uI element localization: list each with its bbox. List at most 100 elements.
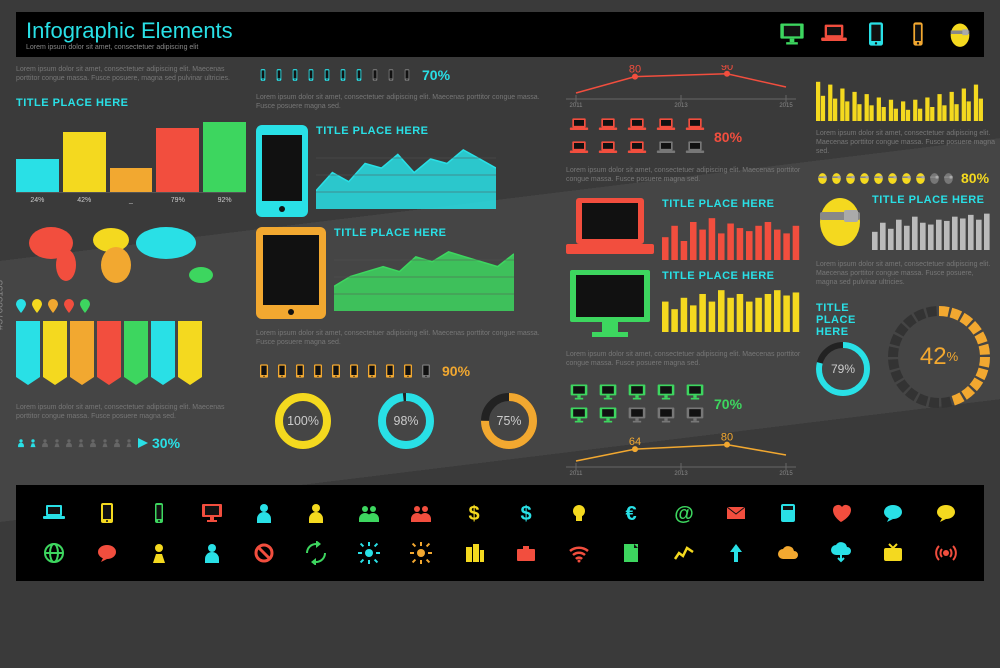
head-icon xyxy=(872,170,885,186)
note-icon xyxy=(607,535,655,571)
tablet-icon xyxy=(346,361,362,381)
device-phone-block: TITLE PLACE HERE xyxy=(256,125,556,219)
globe-icon xyxy=(30,535,78,571)
tablet-icon xyxy=(82,495,130,531)
people-pct: 30% xyxy=(152,435,180,451)
briefcase-icon xyxy=(502,535,550,571)
lorem-text: Lorem ipsum dolor sit amet, consectetuer… xyxy=(256,329,556,347)
svg-text:€: € xyxy=(626,503,637,525)
heart-icon xyxy=(817,495,865,531)
lorem-text: Lorem ipsum dolor sit amet, consectetuer… xyxy=(16,403,246,421)
head-icon xyxy=(900,170,913,186)
donut-chart: 100% xyxy=(275,393,331,451)
dollar-icon: $ xyxy=(450,495,498,531)
tablet-pct-row: 90% xyxy=(256,361,556,381)
column-2: 70% Lorem ipsum dolor sit amet, consecte… xyxy=(256,65,556,475)
head-icon xyxy=(844,170,857,186)
male-icon xyxy=(187,535,235,571)
ribbon xyxy=(70,321,94,377)
people-icon xyxy=(397,495,445,531)
monitor-icon xyxy=(653,382,679,402)
timeline-chart: 2011201320156480 xyxy=(566,433,796,475)
laptop-grid-row: 80% xyxy=(566,115,806,158)
head-icon xyxy=(886,170,899,186)
phone-icon xyxy=(400,65,414,85)
column-3: 2011 2013 2015 80 90 80% Lorem ipsum dolor s… xyxy=(566,65,806,475)
person-icon xyxy=(64,435,74,451)
svg-text:2013: 2013 xyxy=(674,471,688,475)
head-icon xyxy=(928,170,941,186)
clouddown-icon xyxy=(817,535,865,571)
monitor-icon xyxy=(682,405,708,425)
bar-chart: 24%42%_79%92% xyxy=(16,113,246,193)
svg-text:$: $ xyxy=(468,503,479,525)
phone-icon xyxy=(256,125,308,219)
header-bar: Infographic Elements Lorem ipsum dolor s… xyxy=(16,12,984,57)
svg-text:2011: 2011 xyxy=(570,103,584,107)
tablet-icon xyxy=(364,361,380,381)
person-icon xyxy=(28,435,38,451)
ribbon xyxy=(178,321,202,377)
section-title: TITLE PLACE HERE xyxy=(316,125,556,137)
laptop-icon xyxy=(820,20,848,50)
monitor-grid-row: 70% xyxy=(566,382,806,425)
female-icon xyxy=(135,535,183,571)
svg-text:90: 90 xyxy=(721,65,733,73)
ribbon-row xyxy=(16,321,246,377)
smartglass-icon xyxy=(816,194,864,252)
tablet-icon xyxy=(400,361,416,381)
ribbon xyxy=(151,321,175,377)
laptop-icon xyxy=(624,138,650,158)
phone-icon xyxy=(352,65,366,85)
svg-text:@: @ xyxy=(674,503,694,525)
lorem-text: Lorem ipsum dolor sit amet, consectetuer… xyxy=(256,93,556,111)
tablet-icon xyxy=(256,361,272,381)
section-title: TITLE PLACE HERE xyxy=(662,270,806,282)
lorem-text: Lorem ipsum dolor sit amet, consectetuer… xyxy=(816,260,996,287)
person-icon xyxy=(76,435,86,451)
eq-bar-chart xyxy=(816,65,986,121)
svg-text:80: 80 xyxy=(721,433,733,444)
laptop-icon xyxy=(595,115,621,135)
bar: 24% xyxy=(16,159,59,193)
header-icons xyxy=(778,20,974,50)
section-title: TITLE PLACE HERE xyxy=(872,194,996,206)
laptop-icon xyxy=(595,138,621,158)
chat-icon xyxy=(922,495,970,531)
laptop-icon xyxy=(624,115,650,135)
bar: 79% xyxy=(156,128,199,192)
phone-icon xyxy=(336,65,350,85)
lorem-text: Lorem ipsum dolor sit amet, consectetuer… xyxy=(566,350,806,368)
donut-chart: 75% xyxy=(481,393,537,451)
bar-chart xyxy=(872,210,992,250)
tablet-icon xyxy=(328,361,344,381)
monitor-icon xyxy=(566,382,592,402)
tv-icon xyxy=(869,535,917,571)
svg-text:2013: 2013 xyxy=(674,103,688,107)
monitor-icon xyxy=(682,382,708,402)
people-row: 30% xyxy=(16,435,246,451)
broadcast-icon xyxy=(922,535,970,571)
svg-text:2015: 2015 xyxy=(779,471,793,475)
area-chart xyxy=(316,141,496,209)
tablet-pct: 90% xyxy=(442,363,470,379)
person-icon xyxy=(292,495,340,531)
person-icon xyxy=(240,495,288,531)
phone-icon xyxy=(304,65,318,85)
area-chart xyxy=(334,243,514,311)
device-tablet-block: TITLE PLACE HERE xyxy=(256,227,556,321)
column-4: Lorem ipsum dolor sit amet, consectetuer… xyxy=(816,65,996,475)
phone-icon xyxy=(272,65,286,85)
lorem-text: Lorem ipsum dolor sit amet, consectetuer… xyxy=(816,129,996,156)
building-icon xyxy=(450,535,498,571)
lorem-text: Lorem ipsum dolor sit amet, consectetuer… xyxy=(566,166,806,184)
heads-row: 80% xyxy=(816,170,996,186)
monitor-icon xyxy=(653,405,679,425)
monitor-icon xyxy=(187,495,235,531)
bar: _ xyxy=(110,168,153,192)
bar: 42% xyxy=(63,132,106,192)
phone-icon xyxy=(320,65,334,85)
footer-icon-strip: $$€@ xyxy=(16,485,984,581)
section-title: TITLE PLACE HERE xyxy=(816,302,876,338)
no-icon xyxy=(240,535,288,571)
